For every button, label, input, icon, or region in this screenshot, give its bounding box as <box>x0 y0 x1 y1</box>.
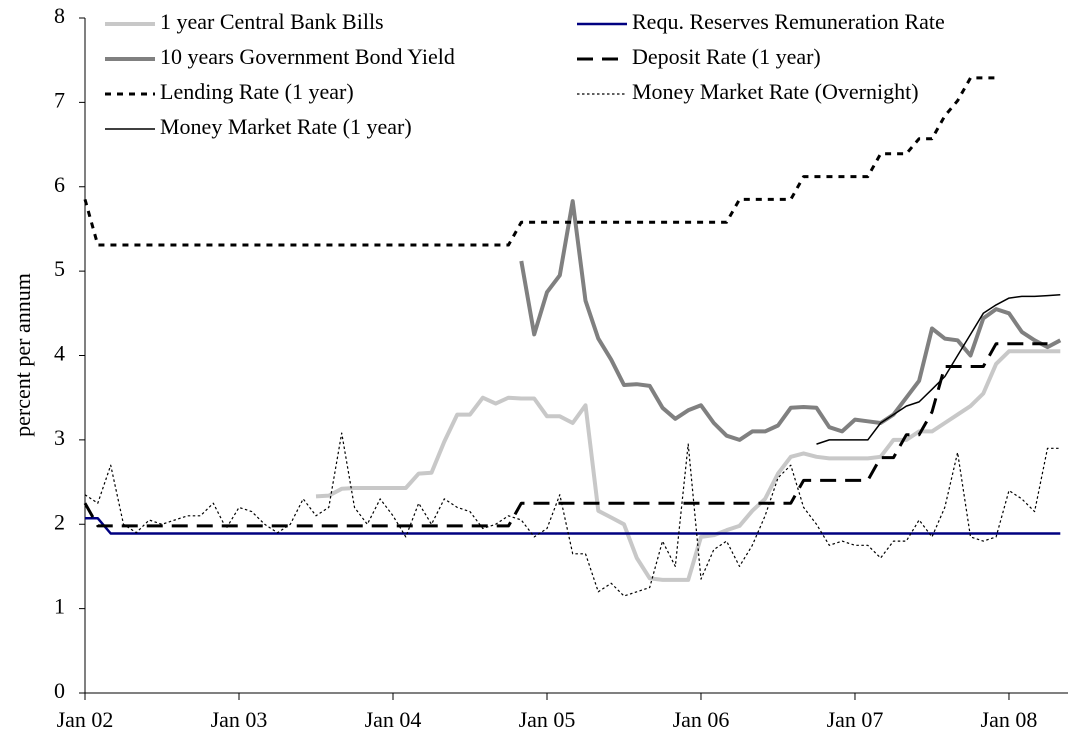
y-tick-label: 4 <box>54 341 65 366</box>
y-axis-label: percent per annum <box>10 273 35 437</box>
legend-label: Deposit Rate (1 year) <box>632 44 821 69</box>
series-line <box>519 199 1062 442</box>
legend-label: 10 years Government Bond Yield <box>160 44 455 69</box>
x-tick-label: Jan 04 <box>365 707 422 732</box>
y-tick-label: 0 <box>54 678 65 703</box>
series-line <box>816 294 1061 445</box>
y-tick-label: 2 <box>54 509 65 534</box>
x-tick-label: Jan 03 <box>211 707 268 732</box>
legend-label: Requ. Reserves Remuneration Rate <box>632 9 945 34</box>
legend-label: 1 year Central Bank Bills <box>160 9 384 34</box>
x-tick-label: Jan 08 <box>981 707 1038 732</box>
series-line <box>85 517 1061 535</box>
y-tick-label: 3 <box>54 425 65 450</box>
x-tick-label: Jan 06 <box>673 707 730 732</box>
y-tick-label: 1 <box>54 594 65 619</box>
y-tick-label: 8 <box>54 3 65 28</box>
series-line <box>83 342 1048 528</box>
series-line <box>315 349 1061 582</box>
legend-label: Money Market Rate (1 year) <box>160 114 412 139</box>
series-line <box>83 76 997 247</box>
x-tick-label: Jan 07 <box>827 707 884 732</box>
legend-label: Lending Rate (1 year) <box>160 79 354 104</box>
legend-label: Money Market Rate (Overnight) <box>632 79 919 104</box>
x-tick-label: Jan 05 <box>519 707 576 732</box>
y-tick-label: 5 <box>54 256 65 281</box>
x-tick-label: Jan 02 <box>57 707 114 732</box>
y-tick-label: 6 <box>54 172 65 197</box>
series-line <box>84 432 1061 597</box>
y-tick-label: 7 <box>54 87 65 112</box>
